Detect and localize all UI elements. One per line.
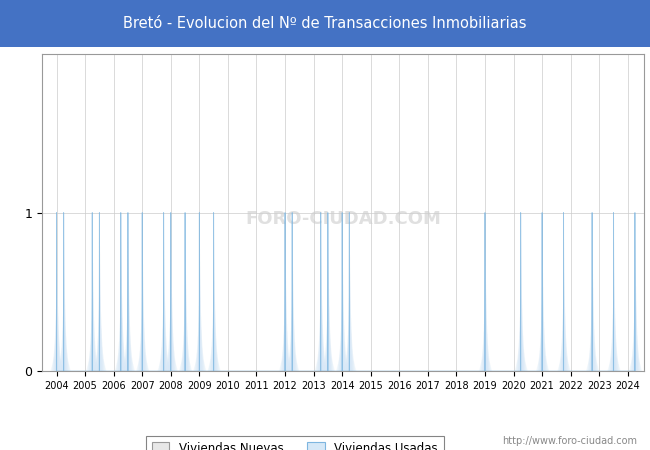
Text: Bretó - Evolucion del Nº de Transacciones Inmobiliarias: Bretó - Evolucion del Nº de Transaccione… <box>124 16 526 31</box>
Legend: Viviendas Nuevas, Viviendas Usadas: Viviendas Nuevas, Viviendas Usadas <box>146 436 444 450</box>
Text: FORO-CIUDAD.COM: FORO-CIUDAD.COM <box>245 210 441 228</box>
Text: http://www.foro-ciudad.com: http://www.foro-ciudad.com <box>502 436 637 446</box>
